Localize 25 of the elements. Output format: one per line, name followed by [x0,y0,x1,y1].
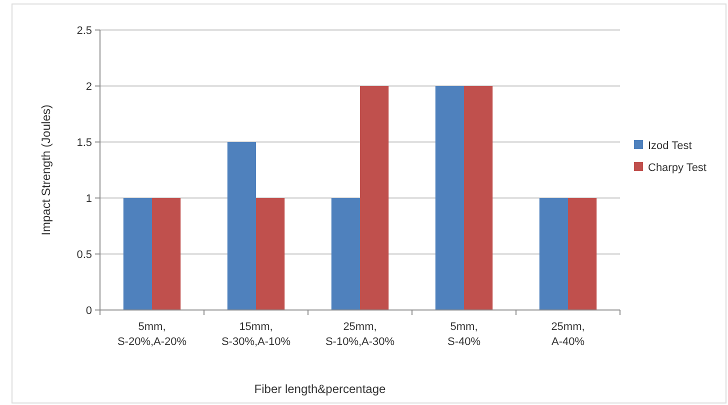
bar [331,198,360,310]
legend-label: Charpy Test [648,162,706,174]
x-tick-label: 5mm, S-40% [447,321,481,348]
bar [464,86,493,310]
x-tick-label: 5mm, S-20%,A-20% [117,321,187,348]
bar [256,198,285,310]
y-tick-label: 0.5 [76,248,92,261]
bar [152,198,181,310]
x-axis-title: Fiber length&percentage [254,382,386,396]
bar [123,198,152,310]
x-tick-label: 15mm, S-30%,A-10% [221,321,291,348]
y-tick-label: 1 [86,192,92,205]
y-tick-label: 2.5 [76,24,92,37]
y-tick-label: 1.5 [76,136,92,149]
bar [360,86,389,310]
x-tick-label: 25mm, A-40% [551,321,585,348]
bar [539,198,568,310]
bar [568,198,597,310]
bar [227,142,256,310]
legend-label: Izod Test [648,140,692,152]
y-tick-label: 2 [86,80,92,93]
y-axis-title: Impact Strength (Joules) [39,104,53,236]
bar [435,86,464,310]
y-tick-label: 0 [86,304,92,317]
x-tick-label: 25mm, S-10%,A-30% [325,321,395,348]
